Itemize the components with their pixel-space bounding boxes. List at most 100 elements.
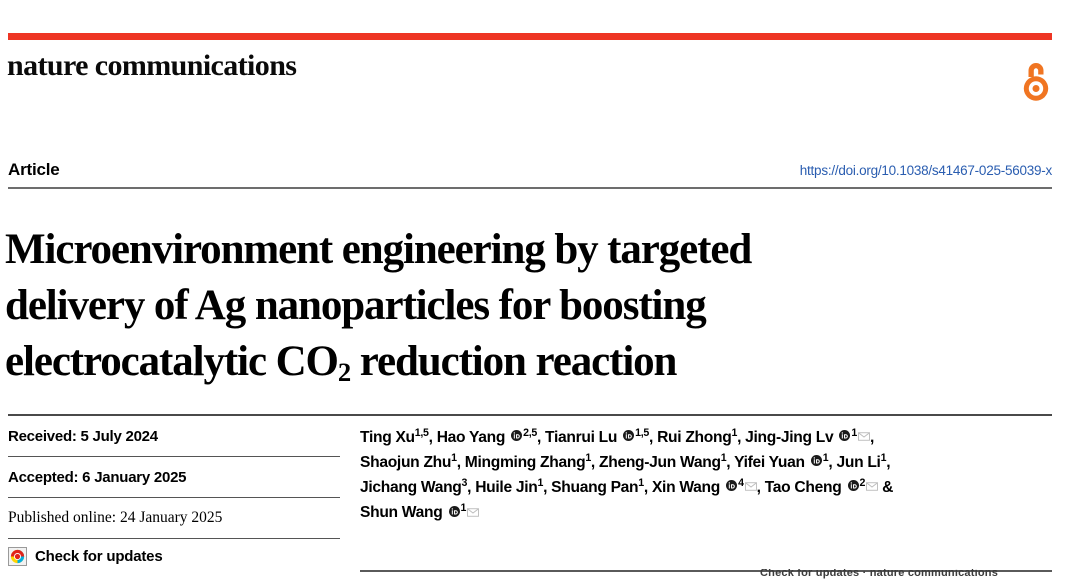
journal-masthead: nature communications <box>7 49 297 82</box>
author-separator: , <box>643 478 652 496</box>
affiliation-marker: 4 <box>738 476 744 489</box>
author-name: Jun Li <box>836 453 881 471</box>
author-entry: Jichang Wang3, <box>360 476 476 496</box>
affiliation-marker: 1,5 <box>414 426 429 439</box>
author-name: Yifei Yuan <box>734 453 805 471</box>
affiliation-marker: 1 <box>731 426 738 439</box>
author-entry: Rui Zhong1, <box>657 426 746 446</box>
orcid-icon[interactable] <box>726 475 738 492</box>
author-name: Shun Wang <box>360 504 443 522</box>
title-line-1: Microenvironment engineering by targeted <box>5 225 752 273</box>
affiliation-marker: 1 <box>460 501 467 514</box>
author-separator: , <box>456 453 465 471</box>
author-entry: Mingming Zhang1, <box>464 451 599 471</box>
author-separator: , <box>737 428 746 446</box>
affiliation-marker: 2 <box>859 476 866 489</box>
published-row: Published online: 24 January 2025 <box>8 498 340 539</box>
open-access-lock-icon <box>1016 58 1056 102</box>
author-name: Mingming Zhang <box>464 453 586 471</box>
orcid-icon[interactable] <box>623 425 635 441</box>
affiliation-marker: 1 <box>537 476 544 489</box>
affiliation-marker: 1 <box>638 476 644 489</box>
affiliation-marker: 1 <box>720 451 727 464</box>
author-name: Tianrui Lu <box>545 428 618 446</box>
title-subscript: 2 <box>337 356 351 387</box>
author-entry: Tianrui Lu 1,5, <box>545 426 658 446</box>
envelope-icon[interactable] <box>744 475 757 492</box>
author-entry: Yifei Yuan 1, <box>734 451 837 471</box>
author-entry: Shun Wang 1 <box>360 501 480 522</box>
page-title: Microenvironment engineering by targeted… <box>5 222 1060 394</box>
author-entry: Ting Xu1,5, <box>360 426 437 446</box>
crossmark-icon <box>8 546 27 566</box>
author-name: Zheng-Jun Wang <box>599 453 721 471</box>
author-name: Shuang Pan <box>551 478 639 496</box>
author-separator: , <box>536 428 546 446</box>
orcid-icon[interactable] <box>511 425 523 441</box>
affiliation-marker: 1,5 <box>635 426 649 439</box>
orcid-icon[interactable] <box>839 425 851 441</box>
title-line-2: delivery of Ag nanoparticles for boostin… <box>5 281 707 329</box>
author-separator: , <box>870 428 875 446</box>
orcid-icon[interactable] <box>448 501 460 517</box>
author-block-divider <box>360 570 1052 572</box>
author-name: Xin Wang <box>651 478 721 496</box>
kicker-row: Article https://doi.org/10.1038/s41467-0… <box>8 160 1052 186</box>
author-separator: , <box>756 478 765 496</box>
author-separator: , <box>543 478 552 496</box>
check-for-updates-badge[interactable]: Check for updates <box>8 540 340 572</box>
kicker-divider <box>8 187 1052 189</box>
author-name: Rui Zhong <box>657 428 732 446</box>
envelope-icon[interactable] <box>866 475 879 492</box>
author-name: Ting Xu <box>360 428 415 446</box>
author-entry: Jing-Jing Lv 1, <box>745 426 875 446</box>
published-date: Published online: 24 January 2025 <box>8 509 223 526</box>
author-entry: Shuang Pan1, <box>551 476 652 496</box>
author-entry: Huile Jin1, <box>475 476 552 496</box>
affiliation-marker: 2,5 <box>523 426 537 439</box>
affiliation-marker: 1 <box>451 451 457 464</box>
author-entry: Xin Wang 4, <box>651 476 765 496</box>
author-separator: , <box>649 428 658 446</box>
author-name: Tao Cheng <box>764 478 842 496</box>
envelope-icon[interactable] <box>858 425 870 441</box>
affiliation-marker: 1 <box>880 451 887 464</box>
brand-accent-bar <box>8 33 1052 40</box>
author-separator: & <box>878 478 894 496</box>
doi-link[interactable]: https://doi.org/10.1038/s41467-025-56039… <box>799 163 1052 178</box>
author-separator: , <box>467 478 476 496</box>
author-entry: Shaojun Zhu1, <box>360 451 465 471</box>
article-type-label: Article <box>8 160 60 179</box>
title-line-3a: electrocatalytic CO <box>5 337 339 385</box>
author-entry: Tao Cheng 2 & <box>764 476 894 496</box>
author-name: Jing-Jing Lv <box>745 428 834 446</box>
author-separator: , <box>828 453 837 471</box>
author-entry: Zheng-Jun Wang1, <box>599 451 735 471</box>
envelope-icon[interactable] <box>467 501 480 517</box>
received-date: Received: 5 July 2024 <box>8 427 158 445</box>
author-separator: , <box>726 453 735 471</box>
orcid-icon[interactable] <box>847 475 859 492</box>
author-separator: , <box>428 428 437 446</box>
title-line-3b: reduction reaction <box>350 337 678 385</box>
author-separator: , <box>886 453 891 471</box>
accepted-row: Accepted: 6 January 2025 <box>8 457 340 498</box>
orcid-icon[interactable] <box>810 450 822 467</box>
affiliation-marker: 1 <box>851 426 858 439</box>
received-row: Received: 5 July 2024 <box>8 416 340 457</box>
author-name: Huile Jin <box>475 478 538 496</box>
author-name: Jichang Wang <box>360 478 462 496</box>
meta-top-divider <box>8 414 1052 416</box>
affiliation-marker: 1 <box>822 451 829 464</box>
publication-dates-column: Received: 5 July 2024 Accepted: 6 Januar… <box>8 416 340 572</box>
accepted-date: Accepted: 6 January 2025 <box>8 468 187 486</box>
affiliation-marker: 3 <box>461 476 468 489</box>
author-list: Ting Xu1,5, Hao Yang 2,5, Tianrui Lu 1,5… <box>360 425 1060 526</box>
author-name: Hao Yang <box>436 428 506 446</box>
author-entry: Hao Yang 2,5, <box>436 426 546 446</box>
check-for-updates-label: Check for updates <box>35 547 163 565</box>
affiliation-marker: 1 <box>585 451 591 464</box>
author-name: Shaojun Zhu <box>360 453 452 471</box>
author-entry: Jun Li1, <box>836 451 891 471</box>
